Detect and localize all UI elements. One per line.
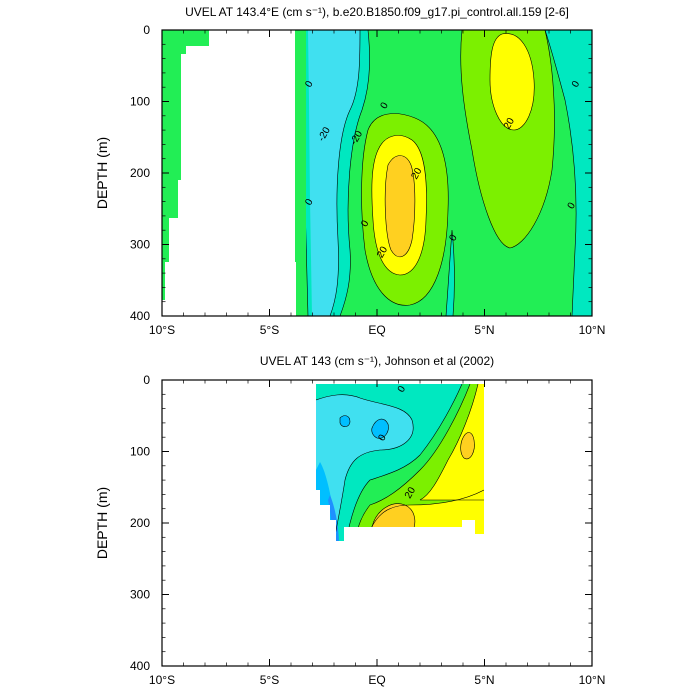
contour-label: 0 xyxy=(303,79,316,90)
xtick-label: 5°N xyxy=(474,673,494,687)
band-0-10-eq-thin xyxy=(446,230,455,316)
contour-label: 0 xyxy=(379,100,392,111)
panel2-ylabel: DEPTH (m) xyxy=(94,487,110,559)
panel2-ticks xyxy=(161,379,593,667)
cline-west-b xyxy=(339,30,370,316)
contour-label: 0 xyxy=(570,79,583,90)
obs-cline-b xyxy=(316,394,414,541)
ytick-label: 100 xyxy=(130,445,150,459)
contour-label: 0 xyxy=(303,197,316,208)
ytick-label: 300 xyxy=(130,238,150,252)
panel2-contour-labels: 0 0 20 xyxy=(376,384,418,501)
ytick-label: 400 xyxy=(130,309,150,323)
ytick-label: 200 xyxy=(130,516,150,530)
obs-m20-m10-c xyxy=(340,415,350,427)
obs-cline-g xyxy=(371,418,389,439)
contour-label: 0 xyxy=(447,233,460,244)
panel1-title: UVEL AT 143.4°E (cm s⁻¹), b.e20.B1850.f0… xyxy=(185,5,569,19)
land-mask-model xyxy=(162,30,296,316)
contour-label: 0 xyxy=(396,384,409,395)
panel-model: UVEL AT 143.4°E (cm s⁻¹), b.e20.B1850.f0… xyxy=(94,5,605,337)
cline-eq-thin xyxy=(445,229,455,316)
panel1-xtick-labels: 10°S 5°S EQ 5°N 10°N xyxy=(149,323,605,337)
obs-cline-c xyxy=(354,384,471,541)
cline-euc-outer xyxy=(361,113,449,306)
cline-euc-mid xyxy=(371,135,427,276)
ytick-label: 100 xyxy=(130,95,150,109)
ytick-label: 200 xyxy=(130,166,150,180)
obs-30-40-north xyxy=(420,384,484,500)
cline-north-core xyxy=(489,33,535,131)
cline-west-c xyxy=(329,30,361,316)
obs-cline-f xyxy=(371,503,416,536)
panel2-title: UVEL AT 143 (cm s⁻¹), Johnson et al (200… xyxy=(260,354,494,368)
contour-label: 20 xyxy=(409,166,424,182)
panel-observed: UVEL AT 143 (cm s⁻¹), Johnson et al (200… xyxy=(94,354,605,687)
panel1-contour-field xyxy=(162,30,592,316)
obs-cline-a xyxy=(345,384,463,541)
coastal-strip xyxy=(162,30,209,300)
xtick-label: EQ xyxy=(368,323,385,337)
contour-label: 0 xyxy=(566,200,579,211)
obs-m10-0 xyxy=(316,394,414,541)
contour-label: 20 xyxy=(375,244,390,260)
cline-east xyxy=(544,30,577,316)
ytick-label: 0 xyxy=(143,23,150,37)
obs-cline-e xyxy=(365,489,484,541)
ytick-label: 0 xyxy=(143,373,150,387)
panel2-contour-field xyxy=(316,384,484,541)
ytick-label: 300 xyxy=(130,588,150,602)
panel1-ticks xyxy=(161,29,593,317)
cline-north-outer xyxy=(460,30,555,249)
xtick-label: 10°N xyxy=(579,323,606,337)
xtick-label: 10°N xyxy=(579,673,606,687)
xtick-label: EQ xyxy=(368,673,385,687)
contour-label: 0 xyxy=(359,218,372,229)
ytick-label: 400 xyxy=(130,659,150,673)
xtick-label: 5°S xyxy=(260,673,279,687)
band-m10-0-west xyxy=(308,30,360,316)
contour-label: 20 xyxy=(502,116,517,132)
panel2-contour-lines xyxy=(316,384,484,541)
panel2-ytick-labels: 0 100 200 300 400 xyxy=(130,373,150,673)
panel2-xtick-labels: 10°S 5°S EQ 5°N 10°N xyxy=(149,673,605,687)
band-0-10-east xyxy=(545,30,592,316)
xtick-label: 10°S xyxy=(149,673,175,687)
xtick-label: 10°S xyxy=(149,323,175,337)
coastal-strip-east xyxy=(295,30,306,316)
xtick-label: 5°N xyxy=(474,323,494,337)
band-gt40-euc xyxy=(385,155,415,257)
obs-m20-m10-b xyxy=(371,419,389,439)
obs-cline-d xyxy=(419,384,484,501)
panel1-ytick-labels: 0 100 200 300 400 xyxy=(130,23,150,323)
obs-data-area xyxy=(316,384,484,541)
contour-label: 20 xyxy=(403,485,418,501)
contour-label: 0 xyxy=(376,432,389,443)
panel1-ylabel: DEPTH (m) xyxy=(94,137,110,209)
cline-euc-core xyxy=(384,155,416,258)
band-30-40-north xyxy=(490,33,535,130)
obs-gt40-north xyxy=(460,432,475,459)
obs-cline-h xyxy=(339,415,351,427)
xtick-label: 5°S xyxy=(260,323,279,337)
obs-cline-i xyxy=(460,432,475,460)
